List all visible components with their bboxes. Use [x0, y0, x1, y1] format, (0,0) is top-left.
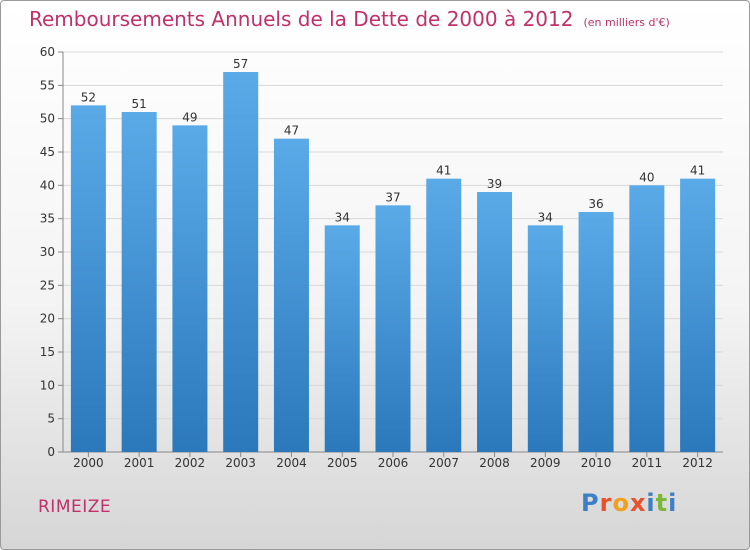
- data-label: 52: [81, 90, 96, 104]
- bar: [375, 205, 411, 452]
- logo-letter: t: [655, 489, 669, 517]
- data-label: 41: [690, 164, 705, 178]
- y-tick-label: 0: [47, 445, 55, 459]
- x-tick-label: 2005: [327, 456, 358, 470]
- x-tick-label: 2006: [378, 456, 409, 470]
- y-tick-label: 55: [40, 78, 55, 92]
- bar: [324, 225, 360, 452]
- data-label: 34: [335, 210, 350, 224]
- y-tick-label: 35: [40, 212, 55, 226]
- y-tick-label: 10: [40, 378, 55, 392]
- y-tick-label: 30: [40, 245, 55, 259]
- y-tick-label: 40: [40, 178, 55, 192]
- bar: [578, 212, 614, 452]
- bar: [680, 178, 716, 452]
- x-tick-label: 2009: [530, 456, 561, 470]
- logo-letter: i: [668, 489, 678, 517]
- data-label: 41: [436, 164, 451, 178]
- data-label: 49: [182, 110, 197, 124]
- logo-letter: P: [581, 489, 600, 517]
- chart-title-text: Remboursements Annuels de la Dette de 20…: [29, 7, 574, 31]
- y-tick-label: 60: [40, 45, 55, 59]
- y-tick-label: 5: [47, 412, 55, 426]
- chart-title: Remboursements Annuels de la Dette de 20…: [29, 7, 670, 31]
- x-tick-label: 2010: [581, 456, 612, 470]
- bar: [223, 72, 259, 452]
- bar: [273, 138, 309, 452]
- x-tick-label: 2000: [73, 456, 104, 470]
- y-tick-label: 20: [40, 312, 55, 326]
- x-tick-label: 2003: [225, 456, 256, 470]
- data-label: 36: [588, 197, 603, 211]
- x-tick-label: 2011: [632, 456, 663, 470]
- bar: [121, 112, 157, 452]
- bar: [629, 185, 665, 453]
- proxiti-logo[interactable]: Proxiti: [581, 489, 677, 517]
- bars: [70, 72, 716, 453]
- x-tick-label: 2004: [276, 456, 307, 470]
- data-label: 39: [487, 177, 502, 191]
- y-tick-label: 50: [40, 112, 55, 126]
- town-name: RIMEIZE: [38, 497, 112, 517]
- logo-letter: o: [612, 489, 630, 517]
- y-tick-label: 15: [40, 345, 55, 359]
- x-tick-label: 2008: [479, 456, 510, 470]
- y-tick-label: 45: [40, 145, 55, 159]
- data-label: 40: [639, 170, 654, 184]
- bar: [426, 178, 462, 452]
- logo-letter: i: [646, 489, 656, 517]
- unit-note: (en milliers d'€): [583, 16, 670, 29]
- logo-letter: x: [629, 489, 647, 517]
- bar: [527, 225, 563, 452]
- y-tick-label: 25: [40, 278, 55, 292]
- data-label: 34: [538, 210, 553, 224]
- x-tick-label: 2007: [428, 456, 459, 470]
- data-label: 37: [385, 190, 400, 204]
- bar: [70, 105, 106, 452]
- data-label: 51: [132, 97, 147, 111]
- data-label: 47: [284, 124, 299, 138]
- bar: [172, 125, 208, 452]
- data-label: 57: [233, 57, 248, 71]
- x-tick-label: 2012: [682, 456, 713, 470]
- labels: 0 5 10 15 20 25 30 35 40 45 50 55 60 2000 52 2001 51 2002…: [40, 45, 713, 470]
- bar: [477, 192, 513, 452]
- x-tick-label: 2001: [124, 456, 155, 470]
- logo-letter: r: [599, 489, 613, 517]
- x-tick-label: 2002: [175, 456, 206, 470]
